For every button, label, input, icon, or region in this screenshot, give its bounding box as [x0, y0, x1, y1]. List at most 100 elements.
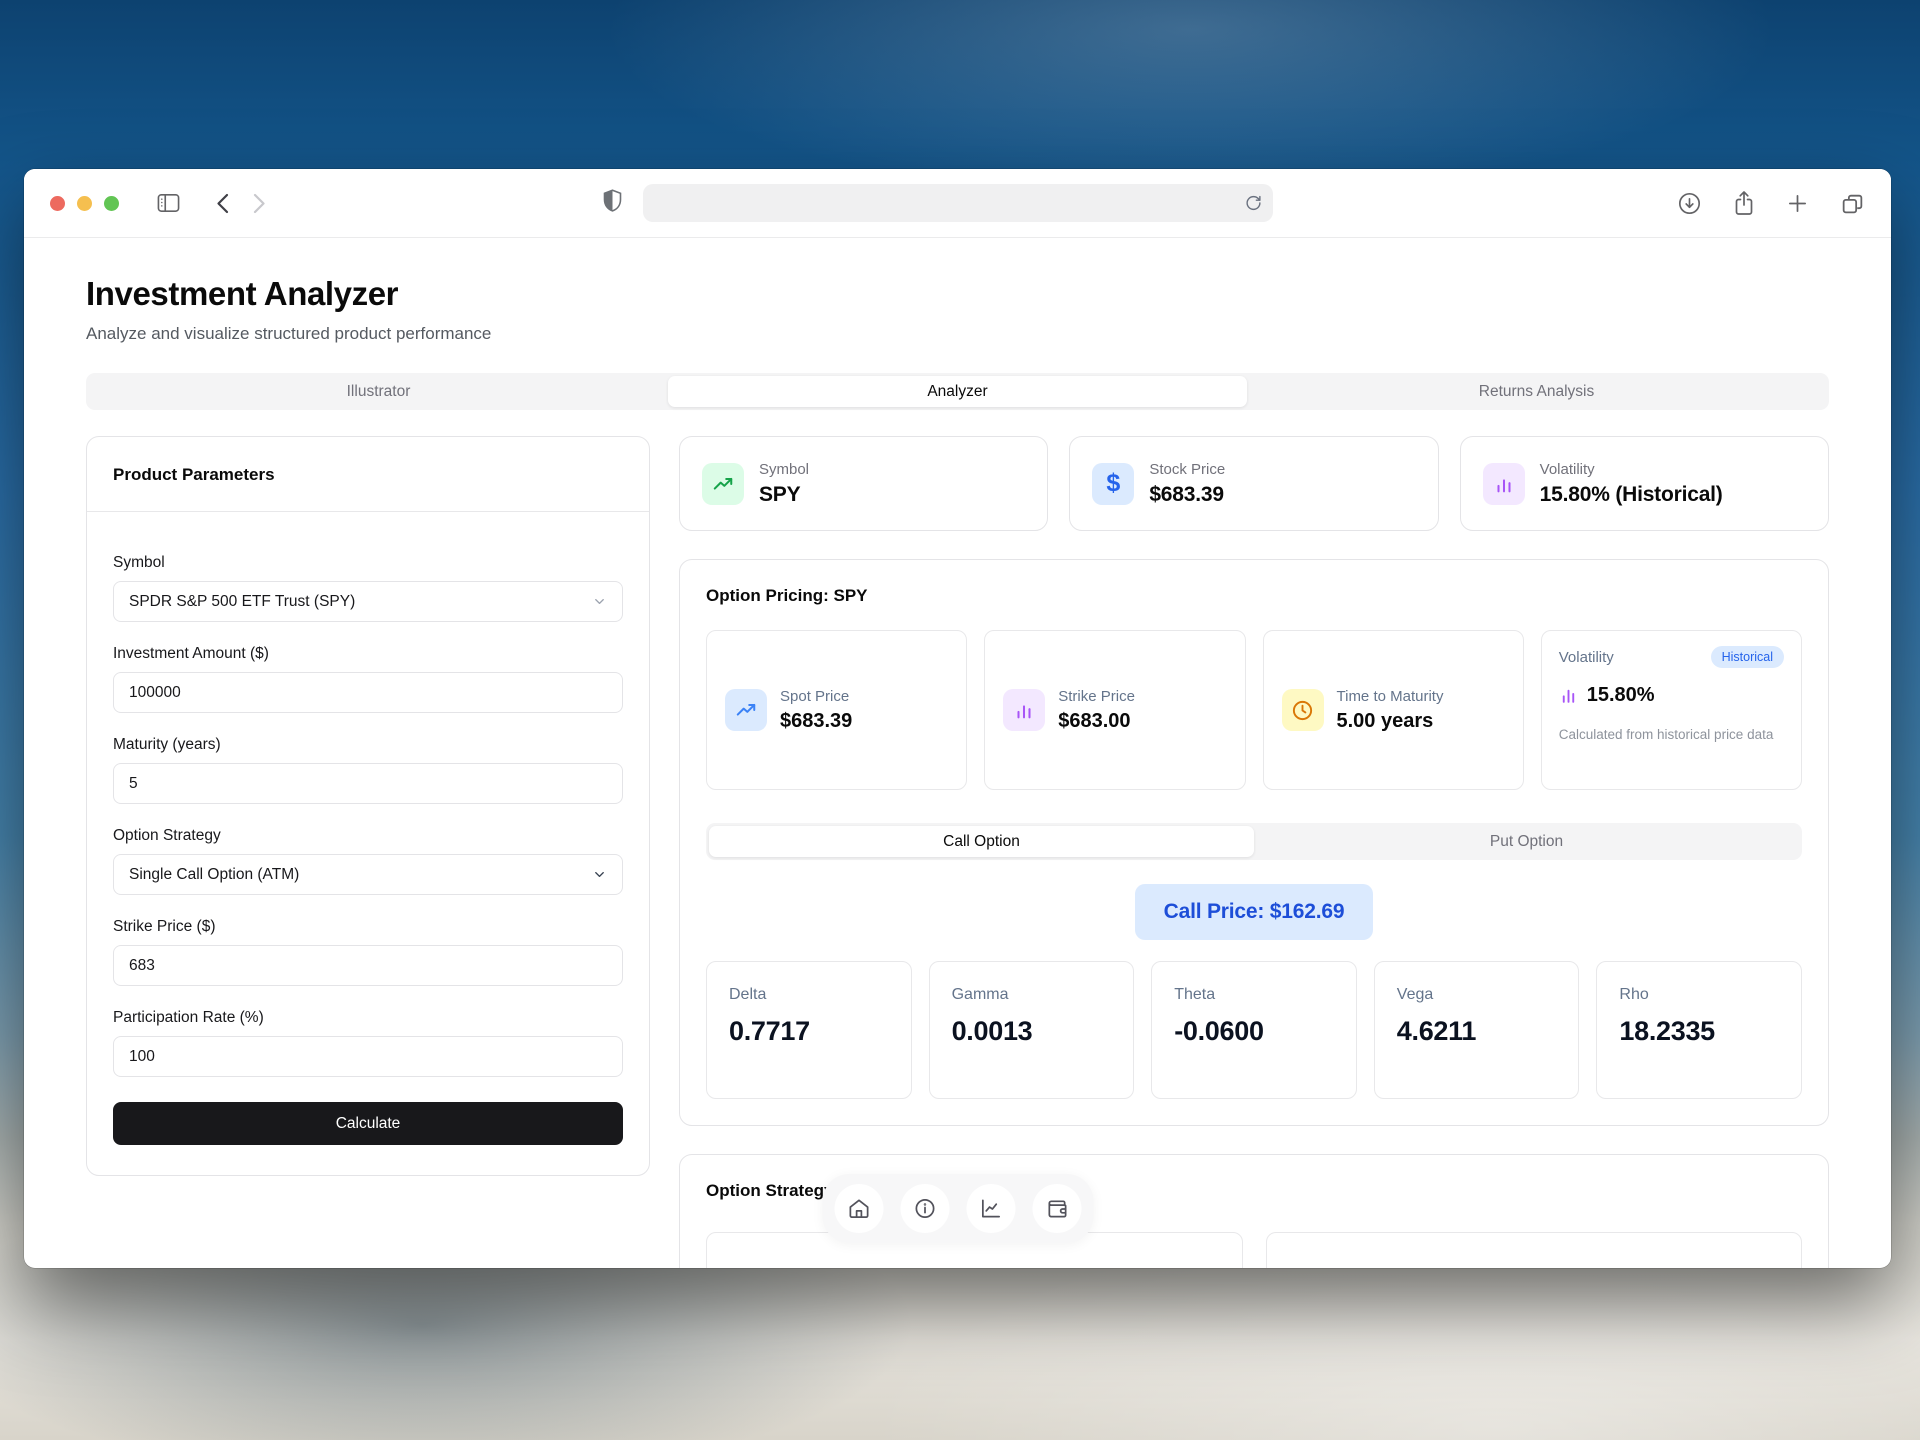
reload-icon [1245, 195, 1261, 211]
metric-value: $683.39 [780, 709, 853, 732]
dock-wallet-button[interactable] [1032, 1184, 1081, 1233]
greek-label: Gamma [951, 986, 1009, 1003]
greeks-row: Delta 0.7717 Gamma 0.0013 Theta -0.0600 [706, 961, 1802, 1099]
new-tab-button[interactable] [1786, 192, 1809, 215]
symbol-label: Symbol [113, 554, 165, 571]
metric-value: 5.00 years [1336, 709, 1434, 732]
page-title: Investment Analyzer [86, 275, 399, 312]
product-parameters-panel: Product Parameters Symbol SPDR S&P 500 E… [86, 436, 650, 1176]
tab-put-option[interactable]: Put Option [1489, 832, 1564, 850]
tab-overview-button[interactable] [1840, 191, 1865, 216]
browser-window: Investment Analyzer Analyze and visualiz… [24, 169, 1891, 1268]
tabs-icon [1842, 194, 1863, 213]
option-type-tabs: Call Option Put Option [706, 823, 1802, 860]
tab-returns-analysis[interactable]: Returns Analysis [1478, 382, 1595, 400]
dock-chart-button[interactable] [966, 1184, 1015, 1233]
minimize-window-button[interactable] [77, 195, 92, 211]
greek-label: Vega [1396, 986, 1434, 1003]
forward-button[interactable] [253, 193, 266, 214]
greek-card-theta: Theta -0.0600 [1151, 961, 1357, 1099]
greek-label: Rho [1619, 986, 1649, 1003]
back-button[interactable] [216, 193, 229, 214]
greek-value: -0.0600 [1174, 1016, 1264, 1046]
sidebar-icon [157, 194, 180, 212]
volatility-label: Volatility [1558, 648, 1614, 666]
page-subtitle: Analyze and visualize structured product… [86, 324, 492, 343]
stat-value: SPY [759, 482, 801, 506]
greek-card-rho: Rho 18.2335 [1596, 961, 1802, 1099]
stat-label: Volatility [1539, 460, 1595, 478]
metric-label: Time to Maturity [1336, 687, 1444, 705]
share-button[interactable] [1733, 190, 1755, 216]
address-bar[interactable] [642, 184, 1273, 222]
info-icon [915, 1199, 934, 1218]
tab-analyzer[interactable]: Analyzer [668, 376, 1247, 407]
volatility-value: 15.80% [1586, 684, 1655, 706]
view-tabs: Illustrator Analyzer Returns Analysis [86, 373, 1829, 410]
stat-value: 15.80% (Historical) [1539, 482, 1723, 506]
maturity-input[interactable] [113, 763, 623, 804]
line-chart-icon [981, 1199, 1000, 1218]
product-parameters-title: Product Parameters [113, 465, 275, 484]
dock-info-button[interactable] [900, 1184, 949, 1233]
metric-label: Spot Price [780, 687, 850, 705]
investment-amount-input[interactable] [113, 672, 623, 713]
stat-label: Symbol [759, 460, 810, 478]
option-strategy-select[interactable]: Single Call Option (ATM) [113, 854, 623, 895]
stat-label: Stock Price [1149, 460, 1226, 478]
downloads-button[interactable] [1677, 191, 1702, 216]
reload-button[interactable] [1245, 194, 1262, 212]
volatility-stat-card: Volatility 15.80% (Historical) [1459, 436, 1829, 531]
chevron-left-icon [217, 193, 229, 213]
symbol-select[interactable]: SPDR S&P 500 ETF Trust (SPY) [113, 581, 623, 622]
plus-icon [1788, 194, 1807, 212]
participation-rate-label: Participation Rate (%) [113, 1009, 264, 1026]
greek-value: 4.6211 [1396, 1016, 1477, 1046]
chevron-down-icon [595, 599, 604, 604]
page-content: Investment Analyzer Analyze and visualiz… [24, 239, 1891, 1268]
greek-card-vega: Vega 4.6211 [1373, 961, 1580, 1099]
stat-value: $683.39 [1149, 482, 1224, 506]
traffic-lights [50, 195, 119, 211]
dollar-icon: $ [1092, 462, 1135, 505]
home-icon [849, 1199, 868, 1218]
zoom-window-button[interactable] [104, 195, 119, 211]
tab-call-option[interactable]: Call Option [709, 826, 1254, 857]
analyzer-main: Symbol SPY $ Stock Price $683.39 [679, 436, 1829, 1268]
bar-chart-icon [1003, 689, 1046, 731]
historical-badge: Historical [1710, 646, 1784, 668]
close-window-button[interactable] [50, 195, 65, 211]
calculate-button[interactable]: Calculate [113, 1102, 623, 1145]
greek-value: 0.0013 [951, 1016, 1033, 1046]
bar-chart-icon [1562, 689, 1574, 703]
clock-icon [1281, 689, 1324, 731]
option-strategy-label: Option Strategy [113, 827, 221, 844]
call-price-banner: Call Price: $162.69 [1134, 884, 1374, 940]
strike-price-input[interactable] [113, 945, 623, 986]
trending-up-icon [725, 689, 767, 731]
privacy-shield-icon[interactable] [603, 189, 622, 217]
metric-label: Strike Price [1058, 687, 1135, 705]
product-parameters-header: Product Parameters [87, 437, 649, 512]
option-strategy-card: Option Strategy [679, 1154, 1829, 1268]
greek-label: Theta [1174, 986, 1216, 1003]
participation-rate-input[interactable] [113, 1036, 623, 1077]
investment-amount-label: Investment Amount ($) [113, 645, 269, 662]
option-metrics-row: Spot Price $683.39 Strike Price $683.00 [706, 630, 1802, 790]
strike-price-label: Strike Price ($) [113, 918, 216, 935]
volatility-note: Calculated from historical price data [1558, 727, 1774, 742]
option-pricing-title: Option Pricing: SPY [706, 586, 868, 605]
stats-row: Symbol SPY $ Stock Price $683.39 [679, 436, 1829, 531]
time-to-maturity-card: Time to Maturity 5.00 years [1262, 630, 1524, 790]
greek-label: Delta [729, 986, 767, 1003]
greek-value: 18.2335 [1619, 1016, 1715, 1046]
dock-home-button[interactable] [834, 1184, 883, 1233]
symbol-select-value: SPDR S&P 500 ETF Trust (SPY) [129, 592, 356, 610]
metric-value: $683.00 [1058, 709, 1131, 732]
greek-value: 0.7717 [729, 1016, 810, 1046]
bar-chart-icon [1482, 462, 1525, 505]
option-pricing-card: Option Pricing: SPY Spot Price $683.39 [679, 559, 1829, 1126]
tab-illustrator[interactable]: Illustrator [346, 382, 411, 400]
maturity-label: Maturity (years) [113, 736, 221, 753]
sidebar-toggle-button[interactable] [157, 193, 180, 213]
